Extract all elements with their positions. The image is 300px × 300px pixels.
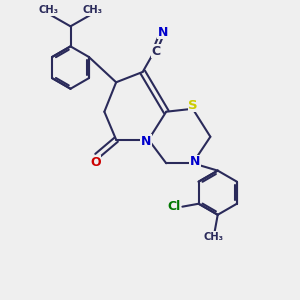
Text: CH₃: CH₃ <box>203 232 223 242</box>
Text: CH₃: CH₃ <box>38 5 58 15</box>
Text: N: N <box>158 26 168 39</box>
Text: Cl: Cl <box>167 200 181 213</box>
Text: N: N <box>141 135 152 148</box>
Text: S: S <box>188 99 198 112</box>
Text: O: O <box>90 156 101 169</box>
Text: CH₃: CH₃ <box>82 5 103 15</box>
Text: C: C <box>151 45 160 58</box>
Text: N: N <box>190 155 200 168</box>
